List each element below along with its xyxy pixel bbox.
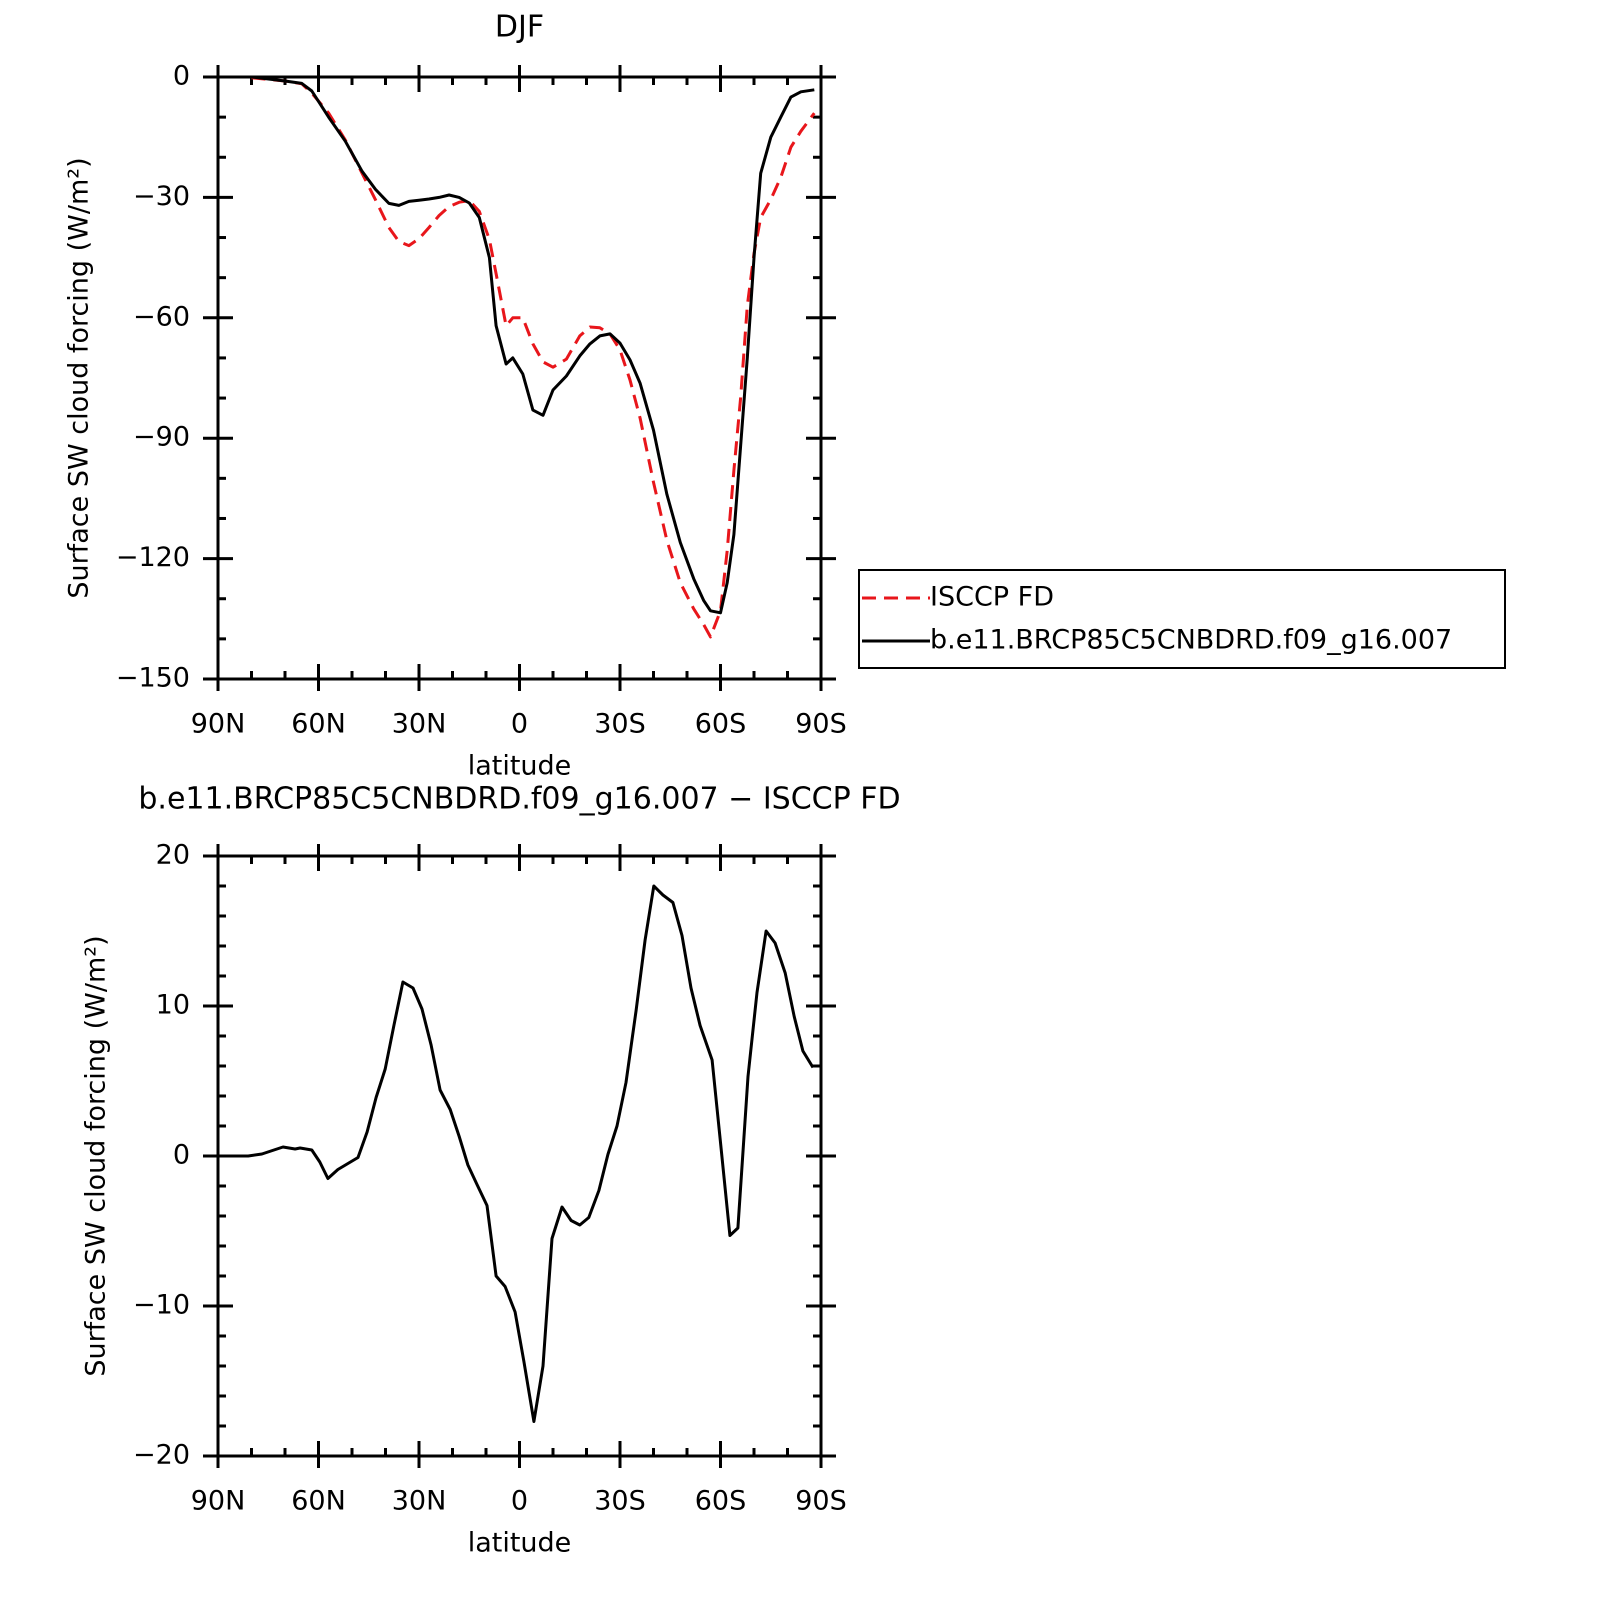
y-tick-label: 20 — [156, 840, 190, 871]
data-line — [251, 76, 816, 639]
chart-title: b.e11.BRCP85C5CNBDRD.f09_g16.007 − ISCCP… — [138, 782, 900, 817]
x-tick-label: 90S — [795, 1486, 847, 1517]
plot-frame — [216, 854, 823, 1458]
x-axis-label: latitude — [468, 1528, 572, 1559]
x-tick-label: 60S — [695, 1486, 747, 1517]
y-tick-label: −30 — [133, 181, 190, 212]
x-tick-label: 90S — [795, 709, 847, 740]
data-line — [251, 75, 815, 615]
y-tick-label: −10 — [133, 1290, 190, 1321]
x-tick-label: 0 — [511, 1486, 528, 1517]
y-tick-label: 0 — [173, 61, 190, 92]
legend-label: b.e11.BRCP85C5CNBDRD.f09_g16.007 — [930, 625, 1452, 656]
x-tick-label: 30N — [392, 1486, 447, 1517]
x-tick-label: 60S — [695, 709, 747, 740]
y-tick-label: −60 — [133, 301, 190, 332]
y-axis-label: Surface SW cloud forcing (W/m²) — [64, 157, 95, 598]
x-tick-label: 60N — [291, 1486, 346, 1517]
x-axis-label: latitude — [468, 751, 572, 782]
y-tick-label: 0 — [173, 1140, 190, 1171]
legend-box — [858, 569, 1506, 669]
legend-label: ISCCP FD — [930, 582, 1054, 613]
data-line — [227, 884, 815, 1423]
y-tick-label: −150 — [116, 663, 190, 694]
y-tick-label: 10 — [156, 990, 190, 1021]
x-tick-label: 30S — [594, 1486, 646, 1517]
y-tick-label: −120 — [116, 542, 190, 573]
y-axis-label: Surface SW cloud forcing (W/m²) — [81, 935, 112, 1376]
y-tick-label: −20 — [133, 1440, 190, 1471]
chart-title: DJF — [495, 10, 544, 45]
y-tick-label: −90 — [133, 422, 190, 453]
x-tick-label: 30N — [392, 709, 447, 740]
x-tick-label: 30S — [594, 709, 646, 740]
x-tick-label: 0 — [511, 709, 528, 740]
x-tick-label: 60N — [291, 709, 346, 740]
x-tick-label: 90N — [191, 709, 246, 740]
x-tick-label: 90N — [191, 1486, 246, 1517]
plot-frame — [216, 75, 823, 681]
